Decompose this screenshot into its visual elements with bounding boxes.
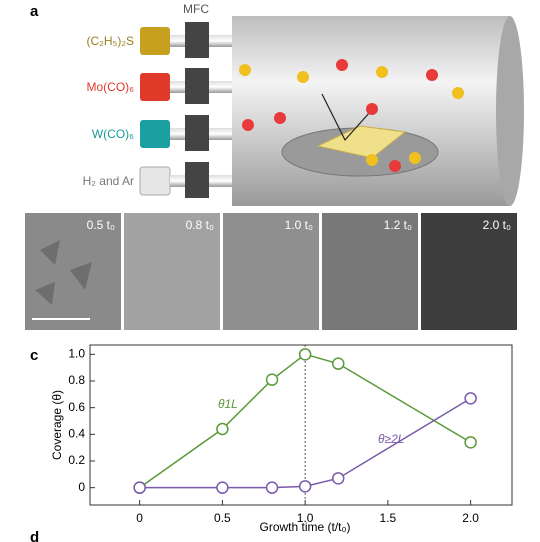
plot-frame — [89, 344, 513, 506]
sources — [139, 22, 232, 198]
x-tick-label: 0 — [136, 511, 143, 525]
series-label: θ1L — [218, 397, 238, 411]
arrow — [321, 93, 371, 142]
x-tick-label: 2.0 — [462, 511, 479, 525]
tile-label: 2.0 t₀ — [483, 218, 511, 232]
tile-label: 0.5 t₀ — [87, 218, 115, 232]
x-tick-label: 1.0 — [297, 511, 314, 525]
data-point — [464, 436, 477, 449]
micrographs — [25, 213, 517, 330]
y-tick-label: 1.0 — [68, 347, 85, 361]
tile-label: 0.8 t₀ — [186, 218, 214, 232]
y-tick-label: 0 — [78, 480, 85, 494]
data-point — [265, 373, 279, 386]
source-label: W(CO)₆ — [92, 127, 134, 141]
y-axis-label: Coverage (θ) — [50, 390, 64, 460]
data-point — [298, 480, 312, 493]
source-label: H₂ and Ar — [83, 174, 134, 188]
data-point — [133, 481, 146, 494]
tube-end — [496, 16, 524, 206]
panel-label: a — [30, 3, 39, 20]
x-tick-label: 0.5 — [214, 511, 231, 525]
flake — [316, 125, 407, 159]
source-label: (C₂H₅)₂S — [87, 34, 134, 48]
molecules — [239, 59, 464, 172]
y-tick-label: 0.2 — [68, 453, 85, 467]
data-point — [298, 348, 312, 361]
series-line — [139, 353, 472, 489]
data-point — [265, 481, 279, 494]
panel-label: c — [30, 347, 38, 364]
x-tick-label: 1.5 — [380, 511, 397, 525]
mfc-label: MFC — [183, 2, 209, 16]
source-label: Mo(CO)₆ — [86, 80, 134, 94]
tile-label: 1.0 t₀ — [285, 218, 313, 232]
y-tick-label: 0.8 — [68, 373, 85, 387]
series-label: θ≥2L — [378, 432, 404, 446]
y-tick-label: 0.6 — [68, 400, 85, 414]
data-point — [216, 481, 229, 494]
data-point — [331, 472, 345, 485]
data-point — [331, 357, 345, 370]
data-point — [216, 422, 229, 436]
x-axis-label: Growth time (t/t₀) — [260, 520, 351, 534]
series-line — [139, 397, 472, 489]
tile-label: 1.2 t₀ — [384, 218, 412, 232]
y-tick-label: 0.4 — [68, 427, 85, 441]
panel-label: d — [30, 529, 39, 542]
data-point — [464, 392, 477, 405]
